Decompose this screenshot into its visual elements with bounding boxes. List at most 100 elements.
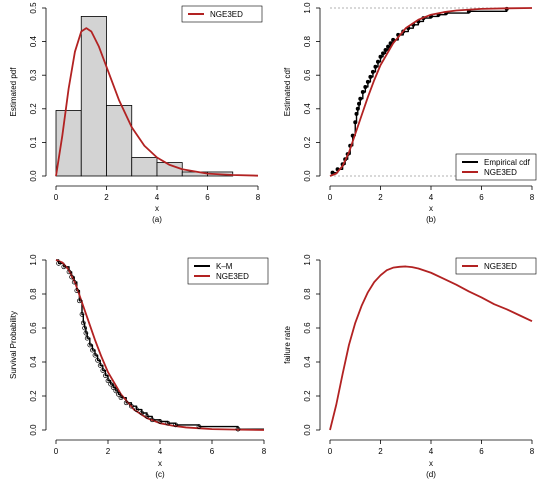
chart-a: 0 2 4 6 8 0.0 0.1 0.2 0.3 0.4 0.5 x (a) Estimated pdf…: [9, 2, 263, 224]
legend-box: [455, 257, 537, 275]
y-axis-label: Estimated pdf: [9, 67, 18, 117]
km-marker: [71, 279, 77, 285]
km-marker: [97, 363, 103, 368]
series-line: [55, 259, 265, 431]
data-point: [381, 51, 386, 56]
y-axis-label: failure rate: [283, 326, 292, 364]
y-tick-label: 0.4: [303, 103, 312, 115]
x-tick-label: 0: [328, 447, 333, 456]
x-tick-label: 8: [530, 193, 535, 202]
x-tick-label: 0: [54, 447, 59, 456]
km-marker: [90, 347, 95, 353]
km-marker: [79, 312, 85, 317]
series-line: [329, 7, 533, 177]
y-tick-label: 0.6: [303, 322, 312, 334]
km-marker: [110, 385, 116, 390]
histogram-bar: [131, 157, 158, 177]
y-tick-label: 0.8: [303, 288, 312, 300]
x-tick-label: 8: [530, 447, 535, 456]
x-tick-label: 2: [104, 193, 109, 202]
x-axis-label: x: [429, 204, 433, 213]
legend: NGE3ED: [181, 5, 263, 23]
km-marker: [113, 388, 119, 394]
panel-caption: (c): [155, 470, 165, 479]
y-axis-label: Survival Probability: [9, 311, 18, 379]
data-point: [375, 59, 380, 64]
km-marker: [157, 419, 163, 424]
km-marker: [139, 410, 145, 416]
km-marker: [144, 414, 150, 419]
x-tick-label: 8: [262, 447, 267, 456]
legend-label: NGE3ED: [484, 262, 517, 271]
y-tick-label: 1.0: [29, 254, 38, 266]
km-marker: [196, 424, 202, 429]
y-tick-label: 0.5: [29, 2, 38, 14]
km-marker: [95, 357, 100, 363]
data-point: [358, 96, 363, 101]
data-point: [386, 44, 391, 49]
data-point: [354, 111, 359, 116]
y-tick-label: 0.3: [29, 69, 38, 81]
y-tick-label: 0.0: [303, 424, 312, 436]
panel-caption: (d): [426, 470, 436, 479]
data-point: [357, 101, 362, 106]
histogram-bar: [55, 110, 82, 177]
x-tick-label: 2: [378, 447, 383, 456]
chart-c: 0 2 4 6 8 0.0 0.2 0.4 0.6 0.8 1.0 x (c) Survival Prob…: [9, 254, 269, 479]
y-tick-label: 0.4: [29, 35, 38, 47]
y-tick-label: 0.2: [29, 103, 38, 115]
x-tick-label: 6: [479, 193, 484, 202]
y-tick-label: 0.4: [29, 356, 38, 368]
y-tick-label: 0.0: [29, 424, 38, 436]
km-marker: [116, 391, 121, 397]
x-tick-label: 0: [54, 193, 59, 202]
legend: NGE3ED: [455, 257, 537, 275]
x-tick-label: 2: [106, 447, 111, 456]
x-tick-label: 4: [158, 447, 163, 456]
histogram-bar: [106, 105, 133, 177]
x-tick-label: 4: [429, 193, 434, 202]
x-tick-label: 6: [210, 447, 215, 456]
legend-box: [187, 257, 269, 285]
y-axis-label: Estimated cdf: [283, 67, 292, 116]
km-marker: [118, 395, 124, 401]
y-tick-label: 0.0: [29, 170, 38, 182]
data-point: [353, 120, 358, 125]
x-tick-label: 0: [328, 193, 333, 202]
y-tick-label: 0.6: [303, 69, 312, 81]
y-tick-label: 0.2: [303, 136, 312, 148]
chart-b: 0 2 4 6 8 0.0 0.2 0.4 0.6 0.8 1.0 x (b) Estimated cdf…: [283, 2, 537, 224]
y-tick-label: 0.1: [29, 136, 38, 148]
y-tick-label: 0.8: [29, 288, 38, 300]
km-marker: [87, 342, 93, 348]
data-point: [360, 90, 365, 94]
data-point: [368, 74, 373, 79]
series-line: [329, 265, 533, 431]
x-tick-label: 6: [205, 193, 210, 202]
x-axis-label: x: [155, 204, 159, 213]
km-marker: [134, 407, 139, 412]
data-point: [363, 84, 368, 89]
chart-d: 0 2 4 6 8 0.0 0.2 0.4 0.6 0.8 1.0 x (d) failure rate N…: [283, 254, 537, 479]
data-point: [355, 106, 360, 111]
km-marker: [123, 400, 129, 406]
km-marker: [149, 417, 155, 423]
x-tick-label: 8: [256, 193, 261, 202]
x-axis-label: x: [158, 459, 162, 468]
km-marker: [108, 381, 113, 387]
km-marker: [84, 335, 90, 341]
km-marker: [69, 274, 74, 280]
x-tick-label: 2: [378, 193, 383, 202]
km-marker: [173, 422, 178, 428]
km-marker: [61, 264, 67, 270]
km-marker: [74, 288, 80, 293]
y-tick-label: 0.2: [29, 390, 38, 402]
data-point: [378, 54, 383, 59]
x-axis-label: x: [429, 459, 433, 468]
km-marker: [103, 373, 108, 378]
legend-label: NGE3ED: [210, 10, 243, 19]
km-marker: [105, 378, 111, 384]
